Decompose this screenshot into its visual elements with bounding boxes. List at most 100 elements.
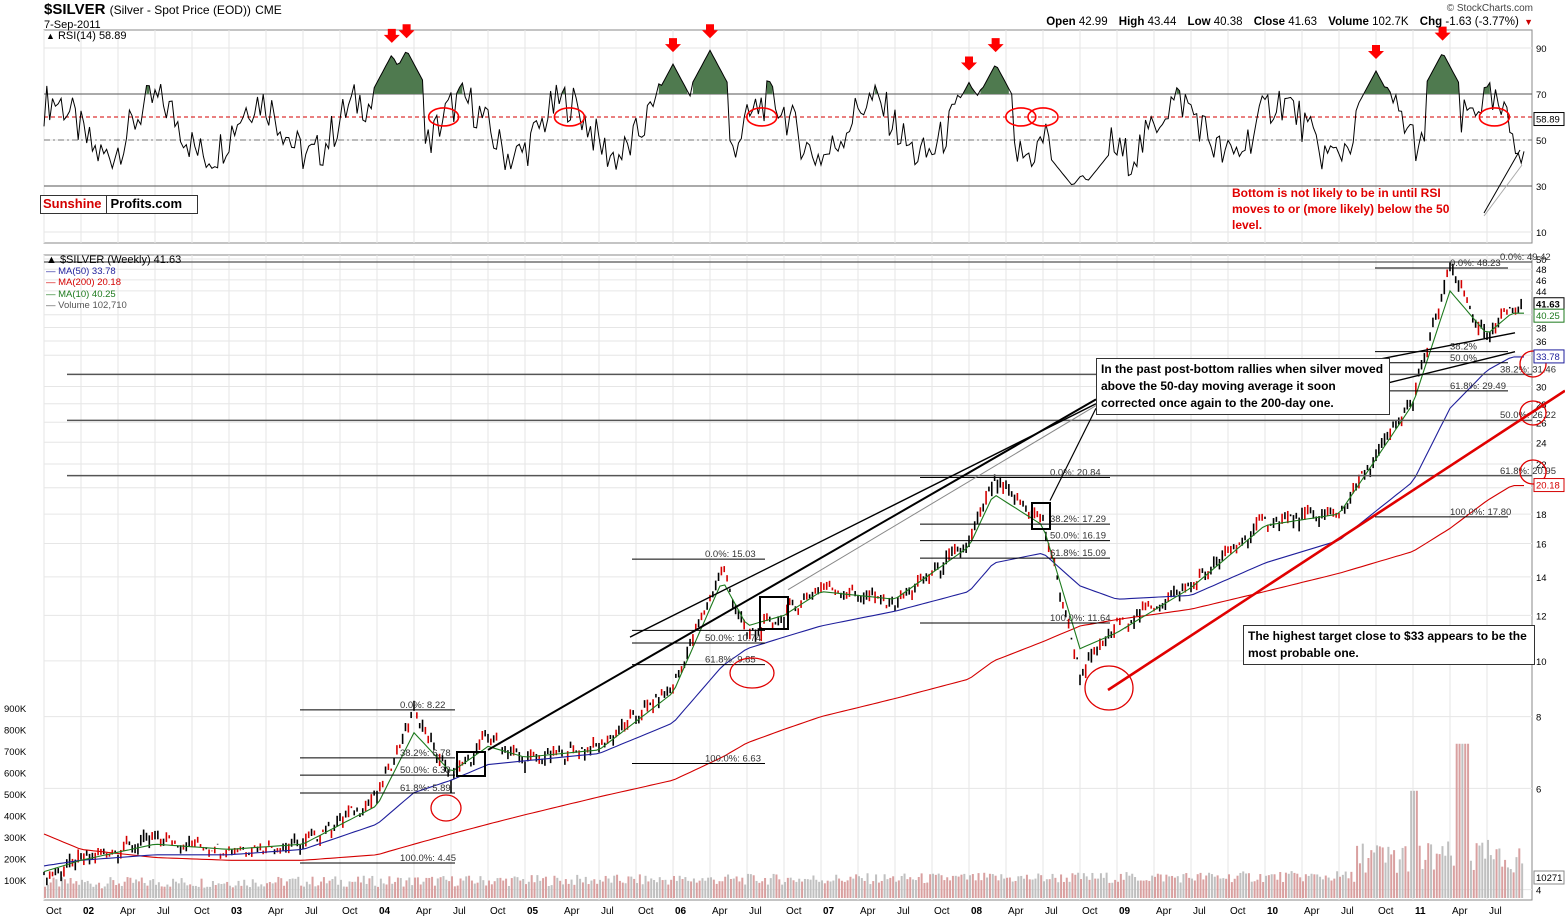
volume-bar bbox=[402, 886, 405, 898]
volume-bar bbox=[832, 880, 835, 898]
volume-bar bbox=[636, 883, 638, 898]
volume-bar bbox=[1199, 872, 1202, 898]
volume-bar bbox=[988, 873, 991, 898]
volume-last-tag bbox=[1533, 870, 1565, 885]
volume-bar bbox=[325, 883, 328, 898]
volume-bar bbox=[359, 882, 362, 898]
volume-bar bbox=[601, 881, 604, 898]
volume-bar bbox=[1518, 848, 1521, 898]
volume-bar bbox=[727, 874, 730, 898]
volume-bar bbox=[627, 876, 630, 898]
fib-level-label: 0.0%: 20.84 bbox=[1050, 468, 1101, 479]
volume-bar bbox=[345, 886, 348, 898]
quote-bar: Open 42.99 High 43.44 Low 40.38 Close 41… bbox=[1046, 16, 1533, 28]
volume-bar bbox=[971, 874, 974, 898]
volume-bar bbox=[1256, 879, 1259, 898]
volume-bar bbox=[900, 876, 903, 898]
volume-bar bbox=[664, 879, 667, 898]
volume-bar bbox=[63, 879, 66, 898]
volume-tick-label: 600K bbox=[4, 769, 27, 780]
volume-bar bbox=[300, 885, 303, 898]
ma10-line bbox=[43, 289, 1524, 873]
x-tick-label: Jul bbox=[749, 906, 762, 917]
volume-bar bbox=[1336, 871, 1339, 898]
rsi-tick-label: 30 bbox=[1536, 182, 1547, 193]
volume-bar bbox=[749, 874, 752, 898]
volume-bar bbox=[254, 882, 257, 898]
volume-bar bbox=[334, 876, 337, 898]
volume-bar bbox=[1037, 873, 1040, 898]
volume-bar bbox=[166, 884, 169, 898]
volume-bar bbox=[209, 886, 212, 898]
volume-bar bbox=[812, 875, 815, 898]
volume-bar bbox=[704, 880, 707, 898]
volume-bar bbox=[943, 880, 946, 898]
volume-bar bbox=[875, 874, 878, 898]
volume-bar bbox=[758, 882, 761, 898]
volume-bar bbox=[883, 874, 886, 898]
volume-bar bbox=[1378, 846, 1381, 898]
volume-bar bbox=[1230, 882, 1233, 898]
rsi-highlight-circle bbox=[1478, 107, 1511, 127]
volume-bar bbox=[251, 879, 254, 898]
volume-bar bbox=[991, 874, 994, 898]
volume-bar bbox=[1156, 873, 1159, 898]
volume-bar bbox=[1099, 873, 1102, 898]
red-down-arrow-icon bbox=[665, 38, 681, 53]
volume-bar bbox=[322, 877, 325, 898]
x-tick-label: Jul bbox=[1045, 906, 1058, 917]
price-tick-label: 26 bbox=[1536, 418, 1547, 429]
volume-bar bbox=[428, 877, 431, 898]
volume-bar bbox=[473, 883, 476, 898]
volume-bar bbox=[781, 884, 784, 898]
volume-bar bbox=[843, 881, 846, 898]
volume-bar bbox=[377, 886, 379, 898]
chart-date: 7-Sep-2011 bbox=[44, 19, 101, 31]
volume-tick-label: 800K bbox=[4, 726, 27, 737]
volume-bar bbox=[1091, 872, 1094, 898]
volume-bar bbox=[357, 876, 360, 898]
volume-bar bbox=[1273, 874, 1276, 898]
chart-symbol: $SILVER (Silver - Spot Price (EOD)) CME bbox=[44, 1, 282, 18]
volume-bar bbox=[1179, 882, 1182, 898]
rsi-last-tag bbox=[1533, 112, 1565, 127]
volume-bar bbox=[855, 874, 858, 898]
volume-bar bbox=[1196, 874, 1199, 898]
volume-bar bbox=[152, 879, 155, 898]
volume-bar bbox=[226, 881, 229, 898]
volume-bar bbox=[1319, 876, 1322, 898]
volume-bar bbox=[559, 880, 562, 898]
volume-bar bbox=[670, 879, 673, 898]
volume-bar bbox=[1498, 848, 1501, 898]
price-tick-label: 10 bbox=[1536, 657, 1547, 668]
volume-bar bbox=[784, 881, 786, 898]
red-down-arrow-icon bbox=[1434, 26, 1451, 41]
volume-bar bbox=[829, 881, 832, 898]
volume-bar bbox=[840, 880, 843, 898]
volume-bar bbox=[1245, 873, 1248, 898]
stockcharts-credit: © StockCharts.com bbox=[1446, 3, 1533, 14]
price-last-tag bbox=[1533, 349, 1565, 364]
x-tick-label: Jul bbox=[1341, 906, 1354, 917]
price-tick-label: 36 bbox=[1536, 337, 1547, 348]
x-tick-label: Apr bbox=[416, 906, 432, 917]
price-legend-item: — MA(10) 40.25 bbox=[46, 288, 116, 300]
volume-bar bbox=[633, 878, 636, 898]
volume-bar bbox=[1119, 873, 1122, 898]
volume-bar bbox=[1065, 877, 1068, 898]
volume-bar bbox=[914, 880, 917, 898]
volume-bar bbox=[234, 885, 237, 898]
volume-last-tag-text: 10271 bbox=[1536, 873, 1562, 884]
volume-bar bbox=[1111, 882, 1114, 898]
volume-bar bbox=[957, 876, 960, 898]
chg-label: Chg bbox=[1419, 16, 1443, 28]
x-tick-label: Oct bbox=[342, 906, 358, 917]
volume-bar bbox=[895, 881, 897, 898]
volume-bar bbox=[974, 880, 977, 898]
fib-level-label: 0.0%: 48.23 bbox=[1450, 258, 1501, 269]
volume-bar bbox=[997, 880, 1000, 898]
volume-bar bbox=[940, 875, 943, 898]
fib-level-label: 0.0%: 15.03 bbox=[705, 549, 756, 560]
fib-level-label: 38.2%: 17.29 bbox=[1050, 514, 1106, 525]
volume-bar bbox=[391, 883, 394, 898]
